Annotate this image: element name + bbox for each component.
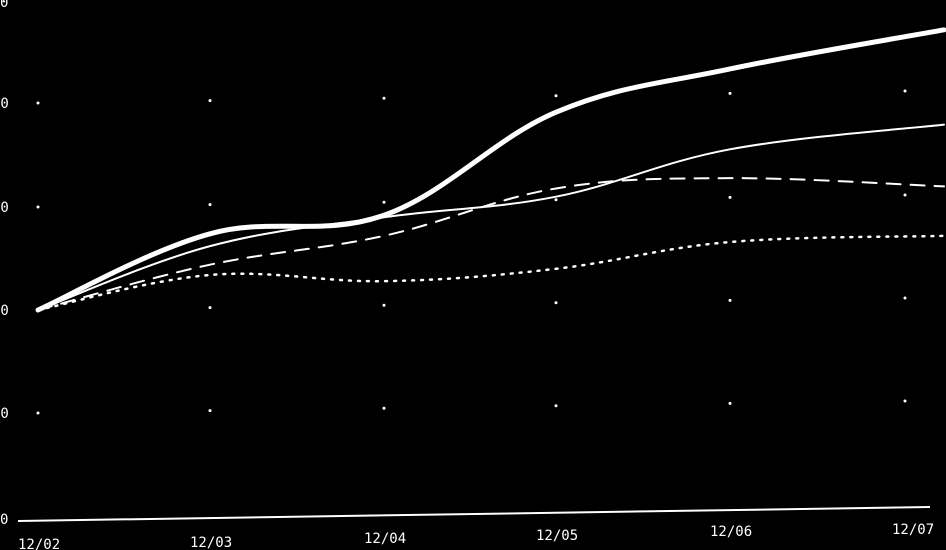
grid-dot	[903, 89, 907, 93]
x-tick-label: 12/04	[364, 531, 406, 547]
y-tick-label: 00	[0, 406, 9, 422]
x-tick-label: 12/05	[536, 528, 578, 544]
y-tick-label: )	[0, 0, 8, 4]
grid-dot	[382, 303, 386, 307]
x-tick-label: 12/02	[18, 537, 60, 550]
series-line-dashed	[37, 177, 945, 311]
grid-dot	[554, 404, 558, 408]
grid-dot	[728, 91, 732, 95]
grid-dot	[208, 203, 212, 207]
y-tick-label: 0	[0, 512, 8, 528]
grid-dots	[36, 89, 907, 415]
y-tick-label: 00	[0, 200, 9, 216]
grid-dot	[382, 406, 386, 410]
x-tick-label: 12/03	[190, 535, 232, 550]
grid-dot	[554, 198, 558, 202]
grid-dot	[554, 94, 558, 98]
y-tick-label: 50	[0, 303, 9, 319]
grid-dot	[903, 399, 907, 403]
grid-dot	[208, 409, 212, 413]
x-axis-ticks: 12/02 12/03 12/04 12/05 12/06 12/07	[18, 522, 934, 550]
series-lines	[35, 27, 946, 313]
grid-dot	[382, 200, 386, 204]
grid-dot	[554, 301, 558, 305]
y-tick-label: 50	[0, 96, 9, 112]
grid-dot	[903, 296, 907, 300]
y-tick-label: 0	[0, 0, 8, 11]
series-line-thick	[35, 27, 946, 313]
grid-dot	[903, 193, 907, 197]
grid-dot	[208, 99, 212, 103]
series-line-thin	[37, 123, 945, 311]
y-axis-ticks: 0500050000)	[0, 0, 9, 528]
grid-dot	[728, 195, 732, 199]
grid-dot	[382, 96, 386, 100]
x-tick-label: 12/07	[892, 522, 934, 538]
grid-dot	[208, 306, 212, 310]
series-line-dotted	[36, 234, 946, 312]
grid-dot	[728, 298, 732, 302]
grid-dot	[728, 401, 732, 405]
x-tick-label: 12/06	[710, 524, 752, 540]
grid-dot	[36, 205, 40, 209]
grid-dot	[36, 411, 40, 415]
x-axis-line	[17, 506, 931, 522]
grid-dot	[36, 101, 40, 105]
